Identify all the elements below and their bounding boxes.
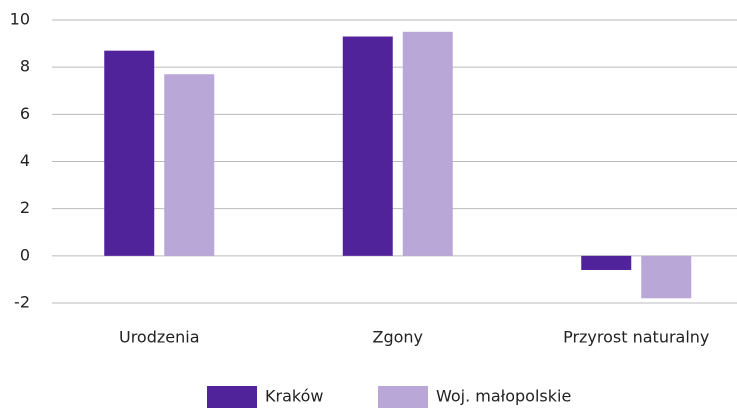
y-tick-label: 0	[20, 245, 30, 264]
bar	[641, 255, 692, 299]
y-tick-label: 10	[10, 10, 30, 29]
bar	[581, 255, 632, 270]
legend-swatch	[207, 386, 257, 408]
bar	[402, 31, 453, 256]
y-tick-label: -2	[14, 293, 30, 312]
legend-label: Woj. małopolskie	[436, 387, 571, 406]
bar	[164, 74, 215, 256]
x-tick-label: Urodzenia	[119, 328, 200, 347]
x-tick-label: Przyrost naturalny	[563, 328, 709, 347]
bar	[104, 50, 155, 256]
y-tick-label: 6	[20, 104, 30, 123]
bar	[342, 36, 393, 256]
y-tick-label: 8	[20, 57, 30, 76]
y-tick-label: 2	[20, 198, 30, 217]
legend-label: Kraków	[265, 387, 323, 406]
y-tick-label: 4	[20, 151, 30, 170]
x-tick-label: Zgony	[372, 328, 423, 347]
legend-swatch	[378, 386, 428, 408]
